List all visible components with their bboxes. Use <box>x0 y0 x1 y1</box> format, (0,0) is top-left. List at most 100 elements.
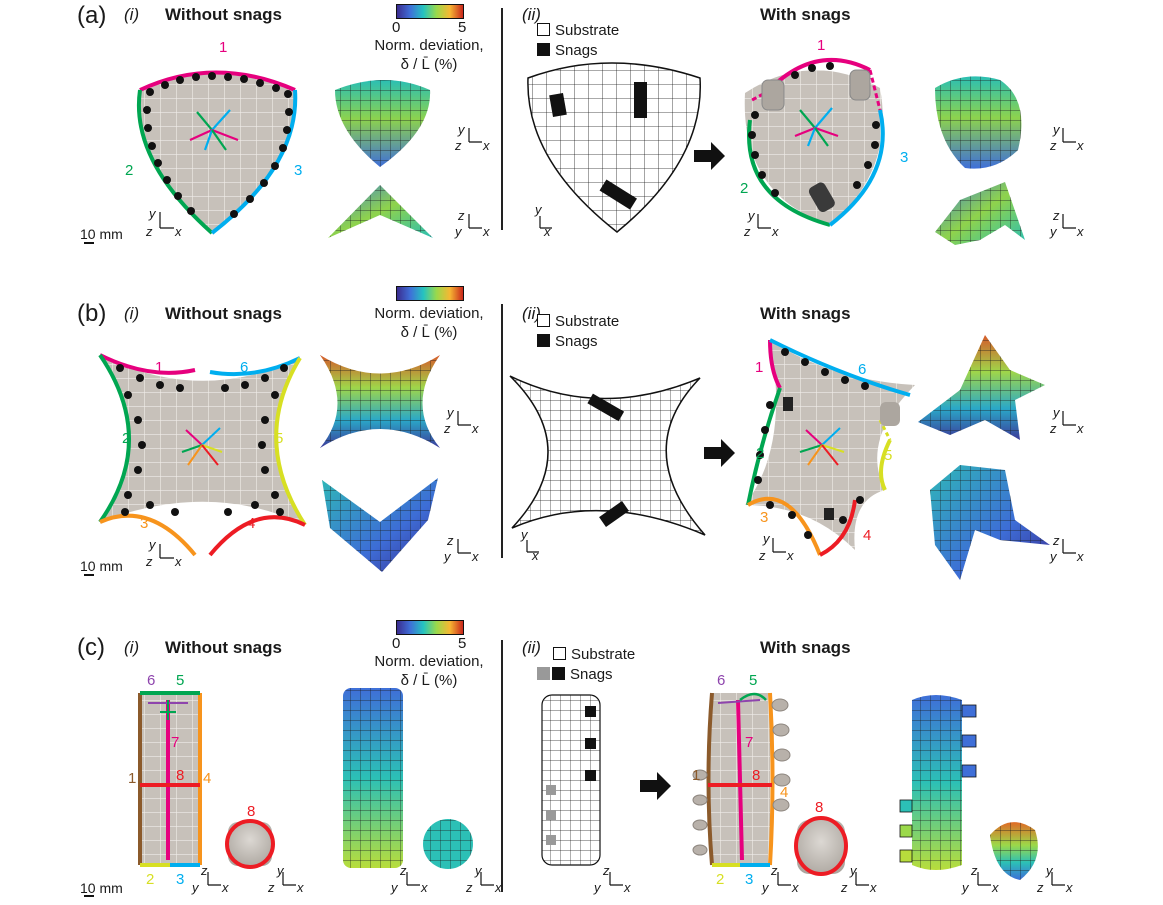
legend-b-snags: Snags <box>555 333 598 350</box>
triad-a5z: z <box>744 224 751 239</box>
triad-c9: y <box>1046 863 1053 878</box>
edge-label-c4: 4 <box>203 770 211 787</box>
axis-triads <box>159 128 1076 559</box>
photo-c-without-snags <box>138 691 202 867</box>
edge-label-c3-snag: 3 <box>745 871 753 888</box>
legend-a-substrate: Substrate <box>555 22 620 39</box>
legend-c: Substrate Snags <box>537 645 635 685</box>
triad-a7: z <box>1053 208 1060 223</box>
edge-label-a1-snag: 1 <box>817 37 825 54</box>
photo-a-without-snags <box>137 70 298 235</box>
triad-c5: z <box>603 863 610 878</box>
edge-label-a3-snag: 3 <box>900 149 908 166</box>
photo-b-without-snags <box>98 353 307 557</box>
triad-a4: y <box>535 202 542 217</box>
edge-label-b6: 6 <box>240 359 248 376</box>
colorbar-a: 0 5 Norm. deviation, δ / L̄ (%) <box>366 4 484 74</box>
triad-b7x: x <box>1077 549 1084 564</box>
legend-b-substrate: Substrate <box>555 313 620 330</box>
triad-c3y: y <box>391 880 398 895</box>
triad-c9x: x <box>1066 880 1073 895</box>
triad-a4x: x <box>544 224 551 239</box>
colorbar-c-gradient <box>396 620 464 635</box>
triad-c8x: x <box>992 880 999 895</box>
triad-c6x: x <box>792 880 799 895</box>
edge-label-c1-snag: 1 <box>692 767 700 784</box>
edge-label-c3: 3 <box>176 871 184 888</box>
panel-c-letter: (c) <box>77 634 105 661</box>
photo-c-cross-section <box>228 822 272 866</box>
colorbar-b-title-2: δ / L̄ (%) <box>400 324 458 341</box>
triad-a6z: z <box>1050 138 1057 153</box>
colorbar-a-title: Norm. deviation, <box>374 37 484 54</box>
triad-a2: y <box>458 122 465 137</box>
photo-c-snag-cross-section <box>797 820 845 874</box>
snag-swatch-gray <box>537 667 550 680</box>
edge-label-a2-snag: 2 <box>740 180 748 197</box>
edge-label-c2-snag: 2 <box>716 871 724 888</box>
edge-label-b1-snag: 1 <box>755 359 763 376</box>
edge-label-c8-cross: 8 <box>247 803 255 820</box>
divider-b <box>501 304 503 558</box>
edge-label-c5: 5 <box>176 672 184 689</box>
scale-label-b: 10 mm <box>80 558 123 574</box>
edge-label-b4: 4 <box>247 515 255 532</box>
photo-b-with-snags <box>745 338 915 557</box>
colorbar-c-max: 5 <box>458 635 467 652</box>
triad-b5z: z <box>759 548 766 563</box>
edge-label-b5-snag: 5 <box>884 447 892 464</box>
edge-label-c5-snag: 5 <box>749 672 757 689</box>
mesh-a-with-snags <box>527 62 701 233</box>
edge-label-c8-snag: 8 <box>752 767 760 784</box>
triad-a2x: x <box>483 138 490 153</box>
triad-a3y: y <box>455 224 462 239</box>
triad-a3x: x <box>483 224 490 239</box>
triad-b4x: x <box>532 548 539 563</box>
edge-label-b1: 1 <box>155 359 163 376</box>
triad-c5y: y <box>594 880 601 895</box>
substrate-swatch <box>537 314 550 327</box>
transform-arrow-a <box>694 142 725 170</box>
triad-b6: y <box>1053 405 1060 420</box>
triad-b3x: x <box>472 549 479 564</box>
legend-c-snags: Snags <box>570 666 613 683</box>
triad-b7y: y <box>1050 549 1057 564</box>
divider-a <box>501 8 503 230</box>
triad-a7y: y <box>1050 224 1057 239</box>
divider-c <box>501 640 503 892</box>
triad-c3: z <box>400 863 407 878</box>
triad-a5x: x <box>772 224 779 239</box>
triad-c7z: z <box>841 880 848 895</box>
panel-a-left-roman: (i) <box>124 5 140 24</box>
triad-a5: y <box>748 208 755 223</box>
triad-c8: z <box>971 863 978 878</box>
panel-b-right-heading: With snags <box>760 304 851 323</box>
triad-c3x: x <box>421 880 428 895</box>
edge-label-c8-snag-cross: 8 <box>815 799 823 816</box>
triad-a2z: z <box>455 138 462 153</box>
edge-label-a2: 2 <box>125 162 133 179</box>
triad-b2x: x <box>472 421 479 436</box>
triad-b3: z <box>447 533 454 548</box>
triad-b2z: z <box>444 421 451 436</box>
panel-a-letter: (a) <box>77 2 107 29</box>
triad-b6x: x <box>1077 421 1084 436</box>
panel-a-right-roman: (ii) <box>522 5 541 24</box>
triad-a1x: x <box>175 224 182 239</box>
edge-label-c7-snag: 7 <box>745 734 753 751</box>
legend-b: Substrate Snags <box>537 312 619 352</box>
panel-c-right-roman: (ii) <box>522 638 541 657</box>
triad-b5: y <box>763 531 770 546</box>
edge-label-b5: 5 <box>275 430 283 447</box>
triad-b7: z <box>1053 533 1060 548</box>
transform-arrow-b <box>704 439 735 467</box>
panel-a-right-heading: With snags <box>760 5 851 24</box>
photo-c-with-snags <box>692 692 791 867</box>
substrate-swatch <box>537 23 550 36</box>
edge-label-c6-snag: 6 <box>717 672 725 689</box>
colorbar-b: Norm. deviation, δ / L̄ (%) <box>366 286 484 342</box>
panel-b-letter: (b) <box>77 300 107 327</box>
snag-cross-section-ring <box>794 816 848 876</box>
